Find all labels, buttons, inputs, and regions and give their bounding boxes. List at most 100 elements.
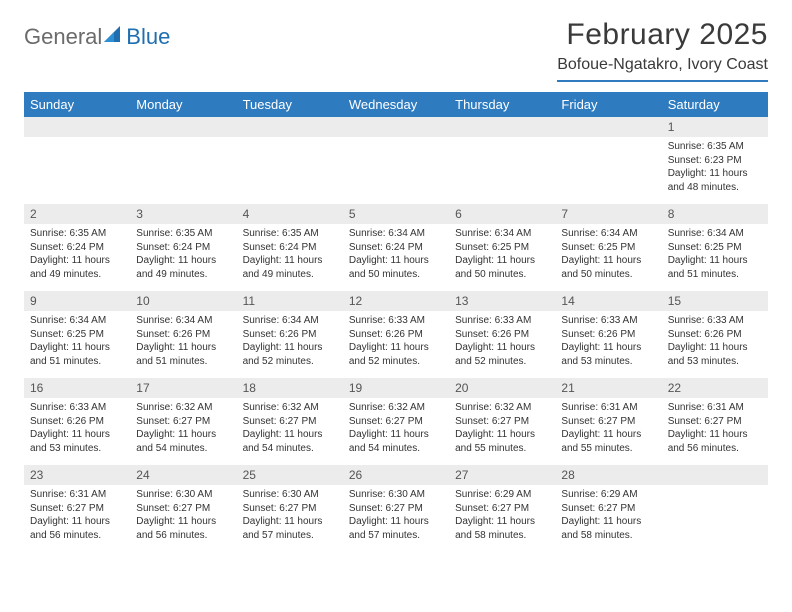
daylight-line: Daylight: 11 hours and 54 minutes. [349, 428, 443, 455]
day-number-cell: 24 [130, 465, 236, 485]
sunset-line: Sunset: 6:26 PM [561, 328, 655, 342]
day-number-cell: 21 [555, 378, 661, 398]
header: General Blue February 2025 Bofoue-Ngatak… [24, 18, 768, 82]
daylight-line: Daylight: 11 hours and 58 minutes. [561, 515, 655, 542]
daylight-line: Daylight: 11 hours and 54 minutes. [243, 428, 337, 455]
sunset-line: Sunset: 6:27 PM [455, 502, 549, 516]
day-number-cell [343, 117, 449, 137]
day-number-cell: 28 [555, 465, 661, 485]
sunset-line: Sunset: 6:24 PM [349, 241, 443, 255]
sunset-line: Sunset: 6:25 PM [455, 241, 549, 255]
brand-word-1: General [24, 24, 102, 50]
sunset-line: Sunset: 6:27 PM [561, 502, 655, 516]
sunrise-line: Sunrise: 6:34 AM [30, 314, 124, 328]
sunrise-line: Sunrise: 6:35 AM [668, 140, 762, 154]
sunset-line: Sunset: 6:24 PM [243, 241, 337, 255]
dow-friday: Friday [555, 92, 661, 117]
sunset-line: Sunset: 6:24 PM [30, 241, 124, 255]
day-detail-cell: Sunrise: 6:33 AMSunset: 6:26 PMDaylight:… [24, 398, 130, 465]
day-detail-cell: Sunrise: 6:32 AMSunset: 6:27 PMDaylight:… [449, 398, 555, 465]
day-number-row: 16171819202122 [24, 378, 768, 398]
day-detail-cell: Sunrise: 6:35 AMSunset: 6:24 PMDaylight:… [237, 224, 343, 291]
day-detail-cell: Sunrise: 6:35 AMSunset: 6:24 PMDaylight:… [24, 224, 130, 291]
sunrise-line: Sunrise: 6:33 AM [668, 314, 762, 328]
daylight-line: Daylight: 11 hours and 56 minutes. [136, 515, 230, 542]
day-number-row: 2345678 [24, 204, 768, 224]
sunset-line: Sunset: 6:25 PM [30, 328, 124, 342]
daylight-line: Daylight: 11 hours and 53 minutes. [668, 341, 762, 368]
day-detail-cell: Sunrise: 6:33 AMSunset: 6:26 PMDaylight:… [343, 311, 449, 378]
sunrise-line: Sunrise: 6:34 AM [561, 227, 655, 241]
day-detail-cell: Sunrise: 6:30 AMSunset: 6:27 PMDaylight:… [237, 485, 343, 552]
day-number-cell: 19 [343, 378, 449, 398]
day-detail-row: Sunrise: 6:35 AMSunset: 6:24 PMDaylight:… [24, 224, 768, 291]
dow-thursday: Thursday [449, 92, 555, 117]
day-number-cell: 6 [449, 204, 555, 224]
sunrise-line: Sunrise: 6:31 AM [668, 401, 762, 415]
sunset-line: Sunset: 6:27 PM [136, 502, 230, 516]
day-number-cell: 27 [449, 465, 555, 485]
sunrise-line: Sunrise: 6:34 AM [668, 227, 762, 241]
day-number-cell: 15 [662, 291, 768, 311]
daylight-line: Daylight: 11 hours and 53 minutes. [30, 428, 124, 455]
day-detail-row: Sunrise: 6:31 AMSunset: 6:27 PMDaylight:… [24, 485, 768, 552]
dow-saturday: Saturday [662, 92, 768, 117]
dow-sunday: Sunday [24, 92, 130, 117]
day-detail-cell [237, 137, 343, 204]
sunset-line: Sunset: 6:25 PM [561, 241, 655, 255]
day-detail-cell: Sunrise: 6:30 AMSunset: 6:27 PMDaylight:… [130, 485, 236, 552]
day-number-cell [237, 117, 343, 137]
day-detail-cell [343, 137, 449, 204]
day-number-row: 232425262728 [24, 465, 768, 485]
day-number-cell [449, 117, 555, 137]
day-detail-cell [24, 137, 130, 204]
day-detail-cell: Sunrise: 6:34 AMSunset: 6:26 PMDaylight:… [130, 311, 236, 378]
day-number-cell: 3 [130, 204, 236, 224]
day-detail-cell: Sunrise: 6:34 AMSunset: 6:25 PMDaylight:… [449, 224, 555, 291]
dow-monday: Monday [130, 92, 236, 117]
sunset-line: Sunset: 6:27 PM [243, 415, 337, 429]
sunrise-line: Sunrise: 6:29 AM [561, 488, 655, 502]
day-number-cell [24, 117, 130, 137]
day-number-cell: 11 [237, 291, 343, 311]
day-detail-cell [130, 137, 236, 204]
day-detail-cell: Sunrise: 6:29 AMSunset: 6:27 PMDaylight:… [555, 485, 661, 552]
day-detail-cell: Sunrise: 6:34 AMSunset: 6:24 PMDaylight:… [343, 224, 449, 291]
dow-tuesday: Tuesday [237, 92, 343, 117]
day-detail-cell: Sunrise: 6:32 AMSunset: 6:27 PMDaylight:… [130, 398, 236, 465]
daylight-line: Daylight: 11 hours and 52 minutes. [243, 341, 337, 368]
daylight-line: Daylight: 11 hours and 57 minutes. [349, 515, 443, 542]
brand-logo: General Blue [24, 18, 170, 50]
day-number-cell: 14 [555, 291, 661, 311]
day-detail-cell: Sunrise: 6:30 AMSunset: 6:27 PMDaylight:… [343, 485, 449, 552]
sunset-line: Sunset: 6:26 PM [455, 328, 549, 342]
daylight-line: Daylight: 11 hours and 51 minutes. [136, 341, 230, 368]
day-detail-cell [555, 137, 661, 204]
sunrise-line: Sunrise: 6:32 AM [136, 401, 230, 415]
sunset-line: Sunset: 6:27 PM [349, 502, 443, 516]
daylight-line: Daylight: 11 hours and 51 minutes. [30, 341, 124, 368]
day-detail-cell: Sunrise: 6:31 AMSunset: 6:27 PMDaylight:… [24, 485, 130, 552]
day-number-cell: 7 [555, 204, 661, 224]
daylight-line: Daylight: 11 hours and 52 minutes. [455, 341, 549, 368]
day-detail-cell: Sunrise: 6:31 AMSunset: 6:27 PMDaylight:… [662, 398, 768, 465]
sunset-line: Sunset: 6:26 PM [243, 328, 337, 342]
sunrise-line: Sunrise: 6:30 AM [349, 488, 443, 502]
sunrise-line: Sunrise: 6:34 AM [243, 314, 337, 328]
day-number-cell: 18 [237, 378, 343, 398]
sunset-line: Sunset: 6:27 PM [349, 415, 443, 429]
daylight-line: Daylight: 11 hours and 51 minutes. [668, 254, 762, 281]
day-number-cell: 13 [449, 291, 555, 311]
daylight-line: Daylight: 11 hours and 50 minutes. [455, 254, 549, 281]
day-number-cell: 10 [130, 291, 236, 311]
sunset-line: Sunset: 6:27 PM [30, 502, 124, 516]
location-text: Bofoue-Ngatakro, Ivory Coast [557, 56, 768, 82]
sunrise-line: Sunrise: 6:34 AM [136, 314, 230, 328]
sunset-line: Sunset: 6:24 PM [136, 241, 230, 255]
daylight-line: Daylight: 11 hours and 57 minutes. [243, 515, 337, 542]
day-detail-cell: Sunrise: 6:29 AMSunset: 6:27 PMDaylight:… [449, 485, 555, 552]
day-number-cell: 5 [343, 204, 449, 224]
day-number-cell: 25 [237, 465, 343, 485]
sunrise-line: Sunrise: 6:33 AM [30, 401, 124, 415]
day-detail-cell: Sunrise: 6:32 AMSunset: 6:27 PMDaylight:… [237, 398, 343, 465]
